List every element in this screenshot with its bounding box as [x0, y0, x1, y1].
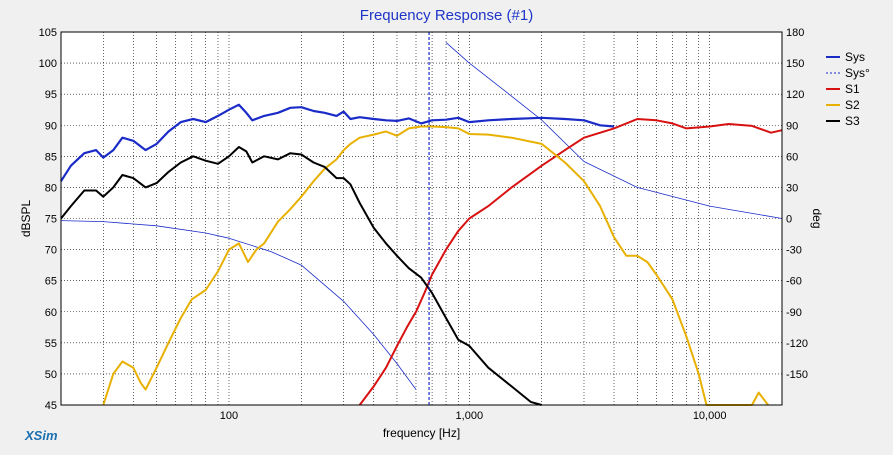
y2-tick-label: 180 [786, 27, 804, 39]
y-tick-label: 75 [45, 214, 57, 226]
legend-label: S1 [845, 82, 860, 96]
y-tick-label: 80 [45, 182, 57, 194]
y-tick-label: 90 [45, 120, 57, 132]
series-s3-line [60, 146, 542, 406]
y-tick-label: 95 [45, 89, 57, 101]
y2-axis-label: deg [810, 208, 824, 228]
y2-tick-label: 120 [786, 89, 804, 101]
legend-label: Sys° [845, 66, 870, 80]
y-axis-label: dBSPL [19, 199, 33, 237]
legend-label: S3 [845, 114, 860, 128]
x-tick-label: 100 [220, 410, 238, 422]
y-tick-label: 50 [45, 369, 57, 381]
x-tick-label: 10,000 [693, 410, 727, 422]
y2-tick-label: -120 [786, 338, 808, 350]
plot-frame [60, 31, 783, 406]
y-tick-label: 100 [39, 58, 57, 70]
y2-tick-label: 0 [786, 214, 792, 226]
y2-tick-label: -90 [786, 307, 802, 319]
y2-tick-label: 150 [786, 58, 804, 70]
y2-tick-label: 60 [786, 151, 798, 163]
series-s1-line [358, 118, 783, 406]
series-sys-line [60, 42, 783, 390]
x-axis-label: frequency [Hz] [383, 426, 460, 440]
y2-tick-label: 90 [786, 120, 798, 132]
legend-label: Sys [845, 50, 865, 64]
brand-logo: XSim [25, 428, 58, 443]
y-tick-label: 70 [45, 245, 57, 257]
y-tick-label: 45 [45, 400, 57, 412]
legend: Sys Sys° S1 S2 S3 [826, 50, 870, 128]
series-s2-line [102, 125, 769, 406]
y2-tick-label: 30 [786, 182, 798, 194]
y-tick-label: 105 [39, 27, 57, 39]
y2-tick-label: -60 [786, 276, 802, 288]
y2-tick-label: -150 [786, 369, 808, 381]
y-tick-label: 65 [45, 276, 57, 288]
series-sys-line [60, 103, 615, 182]
y-tick-label: 60 [45, 307, 57, 319]
legend-label: S2 [845, 98, 860, 112]
y-tick-label: 85 [45, 151, 57, 163]
y-tick-label: 55 [45, 338, 57, 350]
x-tick-label: 1,000 [456, 410, 484, 422]
y2-tick-label: -30 [786, 245, 802, 257]
chart-title: Frequency Response (#1) [359, 7, 534, 24]
